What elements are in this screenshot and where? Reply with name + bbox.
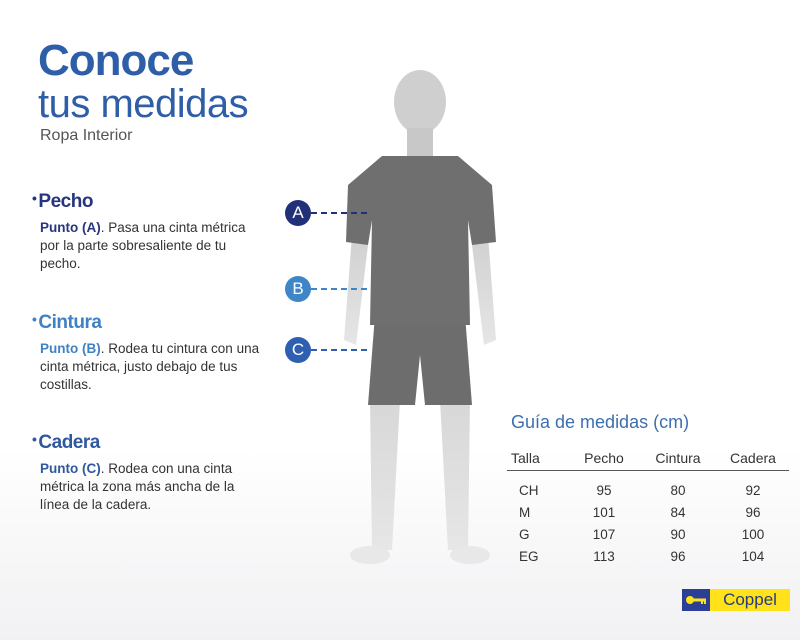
cell: 96 [670,548,686,564]
size-guide-title: Guía de medidas (cm) [511,412,690,432]
marker-circle: C [285,337,311,363]
bullet-icon: • [32,431,37,447]
section-title: Pecho [38,191,93,212]
cell: 95 [596,482,612,498]
section-cintura: • Cintura Punto (B). Rodea tu cintura con… [32,311,265,394]
marker-line [311,212,367,214]
col-talla: Talla [507,450,569,471]
point-label: Punto (C) [40,461,101,476]
subtitle: Ropa Interior [40,127,133,144]
cell: 100 [741,526,765,542]
marker-circle: A [285,200,311,226]
cell: 107 [592,526,616,542]
table-row: CH 95 80 92 [507,471,789,502]
section-text: . Rodea con una cinta métrica la zona má… [40,461,235,512]
marker-a: A [285,200,367,226]
marker-line [311,288,367,290]
size-table: Talla Pecho Cintura Cadera CH 95 80 92 M 101… [507,450,789,567]
marker-line [311,349,367,351]
cell: 96 [745,504,761,520]
section-title: Cintura [38,312,102,333]
title-bold: Conoce [38,36,194,85]
cell: EG [519,548,539,564]
coppel-logo: Coppel [682,589,790,611]
marker-c: C [285,337,367,363]
cell: 92 [745,482,761,498]
key-icon [682,589,710,611]
cell: 104 [741,548,765,564]
bullet-icon: • [32,311,37,327]
point-label: Punto (A) [40,220,101,235]
section-text: . Rodea tu cintura con una cinta métrica… [40,341,260,392]
cell: M [519,504,531,520]
point-label: Punto (B) [40,341,101,356]
brand-name: Coppel [710,589,790,611]
table-header: Talla Pecho Cintura Cadera [507,450,789,471]
bullet-icon: • [32,190,37,206]
col-cintura: Cintura [639,450,717,471]
section-text: . Pasa una cinta métrica por la parte so… [40,220,246,271]
cell: 113 [593,548,615,564]
cell: 80 [670,482,686,498]
section-pecho: • Pecho Punto (A). Pasa una cinta métrica… [32,190,265,273]
title-light: tus medidas [38,82,249,126]
section-cadera: • Cadera Punto (C). Rodea con una cinta m… [32,431,265,514]
table-row: G 107 90 100 [507,523,789,545]
table-row: M 101 84 96 [507,501,789,523]
cell: 101 [592,504,616,520]
marker-circle: B [285,276,311,302]
section-title: Cadera [38,432,100,453]
cell: G [519,526,530,542]
table-row: EG 113 96 104 [507,545,789,567]
marker-b: B [285,276,367,302]
col-cadera: Cadera [717,450,789,471]
cell: CH [519,482,539,498]
cell: 90 [670,526,686,542]
cell: 84 [670,504,686,520]
col-pecho: Pecho [569,450,639,471]
body-silhouette [344,70,496,564]
